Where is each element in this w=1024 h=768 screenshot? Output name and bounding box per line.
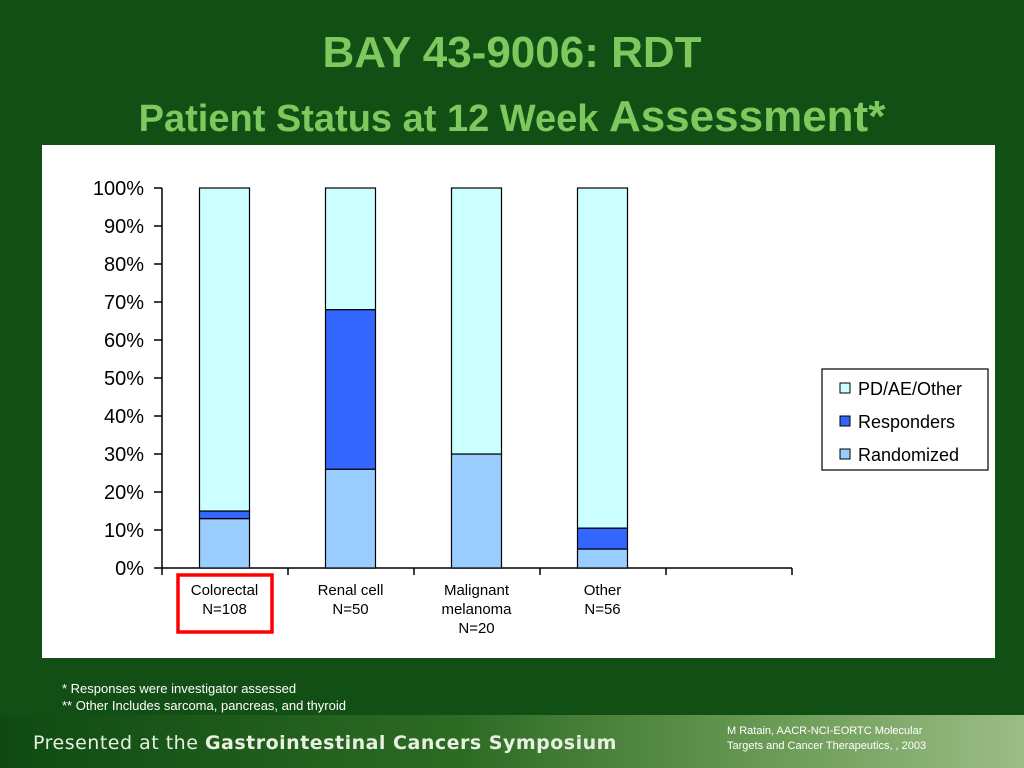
footnote-2: ** Other Includes sarcoma, pancreas, and… <box>62 698 346 713</box>
citation-line-1: M Ratain, AACR-NCI-EORTC Molecular <box>727 725 923 737</box>
slide-subtitle: Patient Status at 12 Week Assessment* <box>0 92 1024 142</box>
subtitle-part2: Assessment* <box>608 92 886 141</box>
legend-swatch <box>839 382 851 394</box>
subtitle-part1: Patient Status at 12 Week <box>138 98 599 140</box>
citation-line-2: Targets and Cancer Therapeutics, , 2003 <box>727 740 927 752</box>
legend-swatch <box>839 448 851 460</box>
y-tick-label: 30% <box>104 444 144 466</box>
y-tick-label: 100% <box>93 178 144 200</box>
bar-responders-3 <box>576 527 629 550</box>
x-category-label: Other <box>584 582 622 599</box>
bar-pd-ae-other-1 <box>324 187 377 311</box>
bar-pd-ae-other-3 <box>576 187 629 529</box>
x-category-label: melanoma <box>441 601 512 618</box>
bar-responders-1 <box>324 309 377 470</box>
footnote-1: * Responses were investigator assessed <box>62 681 297 696</box>
bar-randomized-2 <box>450 453 503 569</box>
symposium-name: Gastrointestinal Cancers Symposium <box>204 732 617 754</box>
y-tick-label: 50% <box>104 368 144 390</box>
bar-pd-ae-other-0 <box>198 187 251 512</box>
bar-randomized-1 <box>324 468 377 569</box>
x-category-label: Malignant <box>444 582 510 599</box>
highlight-box <box>176 573 274 634</box>
presented-prefix: Presented at the <box>33 732 205 754</box>
y-tick-label: 0% <box>115 558 144 580</box>
y-tick-label: 10% <box>104 520 144 542</box>
x-category-label: N=56 <box>584 601 620 618</box>
x-category-label: Colorectal <box>191 582 259 599</box>
slide-title: BAY 43-9006: RDT <box>322 28 702 77</box>
citation: M Ratain, AACR-NCI-EORTC Molecular Targe… <box>727 724 926 754</box>
chart-panel: 0% 10% 20% 30% 40% 50% 60% 70% 80% 90% 100% Colorec… <box>42 145 995 658</box>
bar-responders-0 <box>198 510 251 520</box>
x-category-label: N=108 <box>202 601 247 618</box>
x-category-label: N=20 <box>458 620 494 637</box>
legend-label: PD/AE/Other <box>858 379 962 399</box>
legend-label: Randomized <box>858 445 959 465</box>
x-category-label: N=50 <box>332 601 368 618</box>
legend-swatch <box>839 415 851 427</box>
y-tick-label: 40% <box>104 406 144 428</box>
footer-banner: Presented at the Gastrointestinal Cancer… <box>0 715 1024 768</box>
bar-pd-ae-other-2 <box>450 187 503 455</box>
bar-randomized-0 <box>198 518 251 569</box>
legend-label: Responders <box>858 412 955 432</box>
x-category-label: Renal cell <box>318 582 384 599</box>
stacked-bar-chart: 0% 10% 20% 30% 40% 50% 60% 70% 80% 90% 100% Colorec… <box>93 178 989 637</box>
footnotes: * Responses were investigator assessed *… <box>62 680 346 714</box>
y-tick-label: 80% <box>104 254 144 276</box>
y-tick-label: 20% <box>104 482 144 504</box>
bar-randomized-3 <box>576 548 629 569</box>
y-tick-label: 60% <box>104 330 144 352</box>
y-tick-label: 90% <box>104 216 144 238</box>
presented-at-text: Presented at the Gastrointestinal Cancer… <box>33 732 617 754</box>
y-tick-label: 70% <box>104 292 144 314</box>
